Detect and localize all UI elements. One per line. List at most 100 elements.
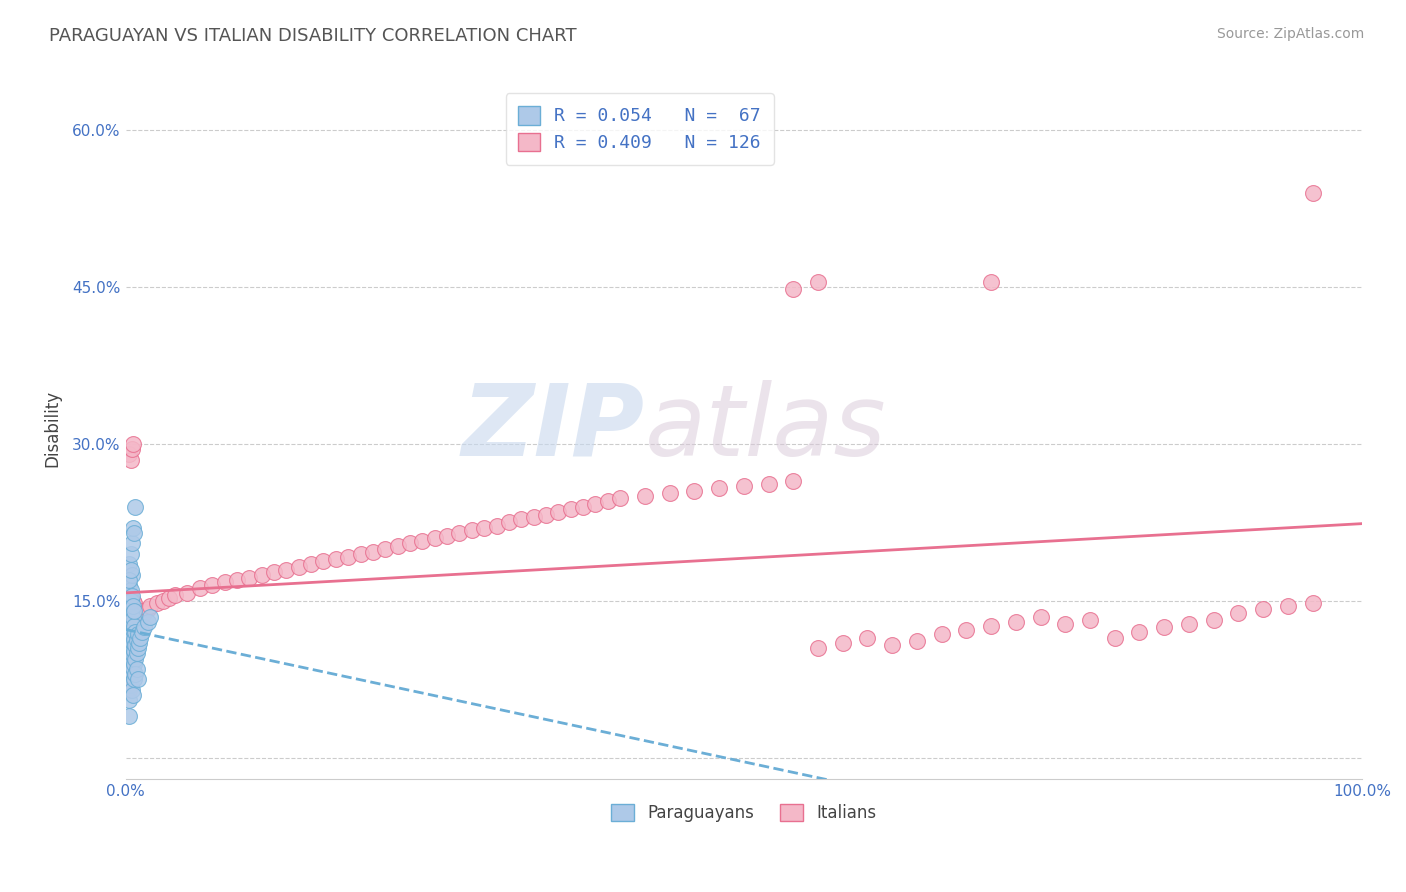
Point [1302,596,1324,610]
Point [120,562,142,576]
Point [176,585,198,599]
Point [485,518,508,533]
Point [118,604,141,618]
Point [134,620,156,634]
Point [121,622,143,636]
Point [121,612,143,626]
Point [121,665,143,680]
Point [1178,617,1201,632]
Point [498,516,520,530]
Point [157,591,180,605]
Point [124,500,146,514]
Point [472,521,495,535]
Point [128,615,150,629]
Point [121,627,143,641]
Point [120,452,142,467]
Point [583,497,606,511]
Point [136,615,159,629]
Legend: Paraguayans, Italians: Paraguayans, Italians [599,792,889,834]
Point [449,525,471,540]
Point [122,620,145,634]
Point [122,599,145,614]
Point [263,565,285,579]
Point [121,607,143,621]
Point [125,662,148,676]
Point [152,594,174,608]
Point [118,709,141,723]
Point [122,596,145,610]
Point [118,651,141,665]
Point [905,633,928,648]
Point [118,639,141,653]
Point [547,505,569,519]
Point [225,573,247,587]
Point [1202,613,1225,627]
Point [120,594,142,608]
Point [120,625,142,640]
Point [127,673,149,687]
Point [122,594,145,608]
Point [325,552,347,566]
Point [118,578,141,592]
Text: ZIP: ZIP [463,380,645,476]
Point [399,536,422,550]
Point [120,669,142,683]
Point [124,615,146,629]
Point [120,648,142,663]
Point [1277,599,1299,614]
Point [134,607,156,621]
Point [1029,609,1052,624]
Point [122,604,145,618]
Point [121,617,143,632]
Point [122,525,145,540]
Point [423,531,446,545]
Point [124,604,146,618]
Point [361,545,384,559]
Point [127,641,149,656]
Point [125,624,148,638]
Point [122,644,145,658]
Point [122,521,145,535]
Point [955,624,977,638]
Point [120,638,142,652]
Point [214,575,236,590]
Point [118,615,141,629]
Point [122,657,145,671]
Point [121,589,143,603]
Point [136,602,159,616]
Point [124,638,146,652]
Point [118,573,141,587]
Point [128,636,150,650]
Point [165,588,187,602]
Point [122,648,145,663]
Point [572,500,595,514]
Point [534,508,557,522]
Point [122,627,145,641]
Point [387,540,409,554]
Point [337,549,360,564]
Point [120,547,142,561]
Point [120,599,142,614]
Point [560,501,582,516]
Point [131,604,153,618]
Point [1251,602,1274,616]
Point [287,560,309,574]
Point [461,523,484,537]
Point [782,474,804,488]
Point [129,631,152,645]
Point [122,619,145,633]
Point [120,667,142,681]
Point [349,547,371,561]
Point [1302,186,1324,200]
Point [127,620,149,634]
Point [238,571,260,585]
Point [120,658,142,673]
Point [118,620,141,634]
Point [120,627,142,641]
Point [1078,613,1101,627]
Point [129,609,152,624]
Point [145,596,167,610]
Point [658,486,681,500]
Point [122,624,145,638]
Point [980,275,1002,289]
